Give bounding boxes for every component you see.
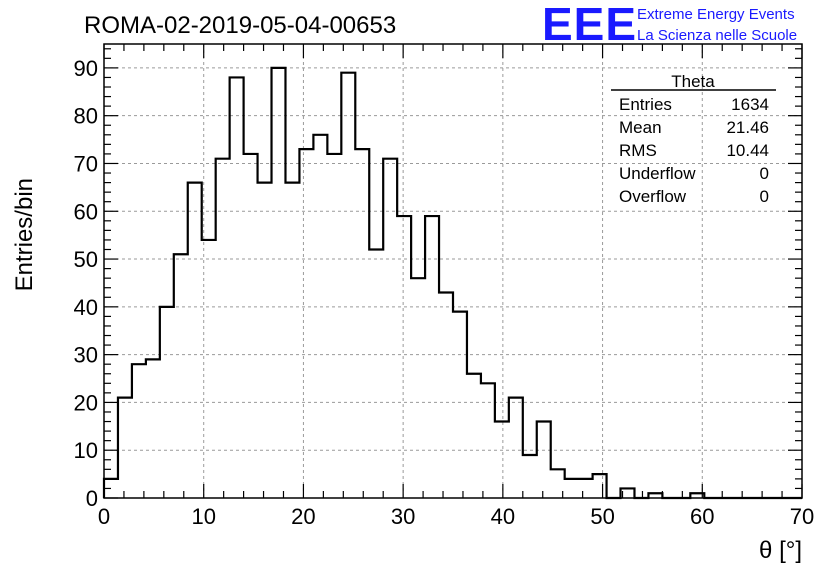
y-tick-label: 10 xyxy=(74,438,98,463)
x-tick-label: 70 xyxy=(790,504,814,529)
y-tick-label: 70 xyxy=(74,151,98,176)
stats-value-overflow: 0 xyxy=(760,187,769,206)
stats-value-rms: 10.44 xyxy=(726,141,769,160)
y-tick-label: 50 xyxy=(74,247,98,272)
x-axis-title: θ [°] xyxy=(759,537,802,564)
y-tick-label: 20 xyxy=(74,390,98,415)
stats-label-overflow: Overflow xyxy=(619,187,687,206)
logo-mark: EEE xyxy=(542,0,637,50)
stats-value-underflow: 0 xyxy=(760,164,769,183)
stats-title: Theta xyxy=(671,72,715,91)
x-tick-label: 10 xyxy=(191,504,215,529)
logo-line-1: Extreme Energy Events xyxy=(637,6,795,23)
y-tick-label: 90 xyxy=(74,56,98,81)
x-tick-label: 30 xyxy=(391,504,415,529)
stats-value-mean: 21.46 xyxy=(726,118,769,137)
y-tick-label: 60 xyxy=(74,199,98,224)
histogram-outline xyxy=(102,66,802,500)
x-tick-label: 50 xyxy=(590,504,614,529)
logo-line-2: La Scienza nelle Scuole xyxy=(637,27,797,44)
plot-title: ROMA-02-2019-05-04-00653 xyxy=(84,12,396,39)
axis-ticks xyxy=(103,44,803,499)
grid-lines xyxy=(104,44,802,498)
stats-label-mean: Mean xyxy=(619,118,662,137)
x-tick-labels: 0 10 20 30 40 50 60 70 xyxy=(98,504,814,529)
y-tick-label: 80 xyxy=(74,104,98,129)
y-tick-labels: 0 10 20 30 40 50 60 70 80 90 xyxy=(74,56,98,511)
y-tick-label: 0 xyxy=(86,486,98,511)
stats-label-underflow: Underflow xyxy=(619,164,696,183)
stats-label-rms: RMS xyxy=(619,141,657,160)
y-tick-label: 30 xyxy=(74,343,98,368)
plot-frame xyxy=(103,43,803,499)
y-axis-title: Entries/bin xyxy=(11,178,38,291)
y-tick-label: 40 xyxy=(74,295,98,320)
x-tick-label: 0 xyxy=(98,504,110,529)
stats-value-entries: 1634 xyxy=(731,95,769,114)
x-tick-label: 60 xyxy=(690,504,714,529)
stats-box: Theta Entries 1634 Mean 21.46 RMS 10.44 … xyxy=(611,72,776,206)
eee-logo: EEE Extreme Energy Events La Scienza nel… xyxy=(542,0,797,50)
stats-label-entries: Entries xyxy=(619,95,672,114)
x-tick-label: 40 xyxy=(491,504,515,529)
x-tick-label: 20 xyxy=(291,504,315,529)
